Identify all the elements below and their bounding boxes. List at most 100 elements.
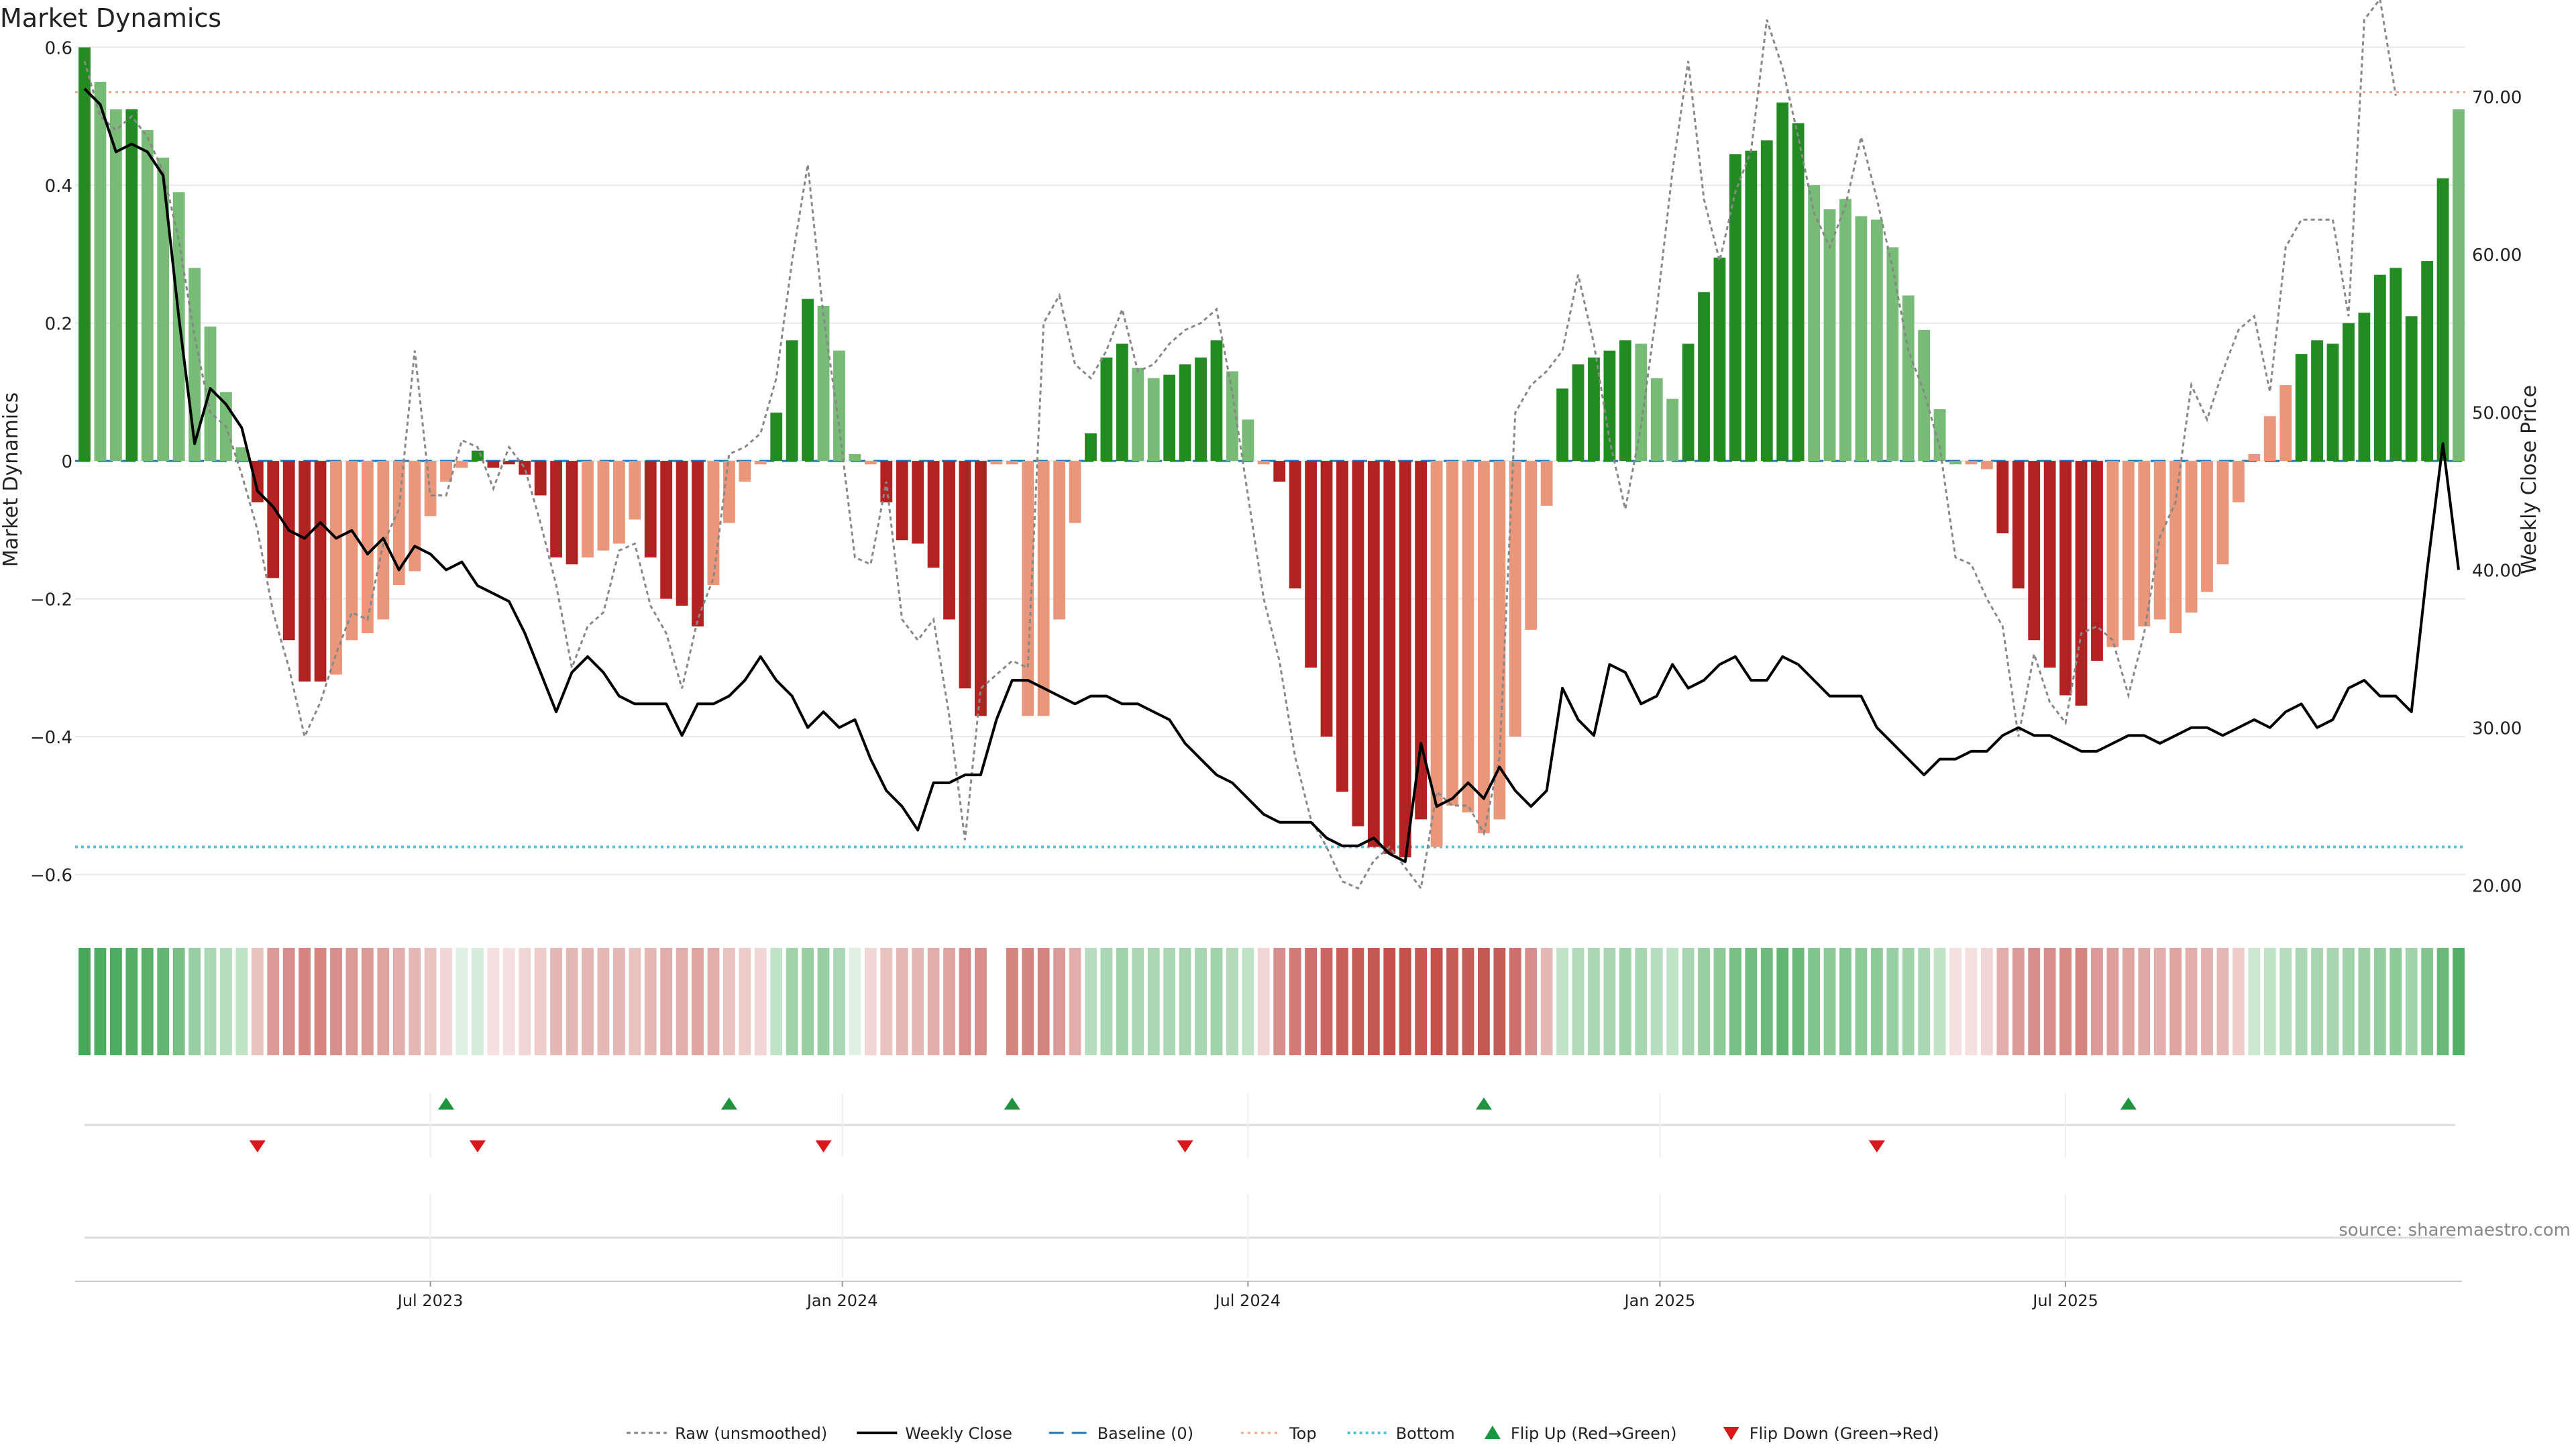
heat-cell bbox=[1320, 948, 1333, 1055]
bar bbox=[1022, 461, 1034, 716]
bar bbox=[440, 461, 452, 482]
heat-cell bbox=[2091, 948, 2103, 1055]
heat-cell bbox=[1603, 948, 1616, 1055]
heat-cell bbox=[802, 948, 814, 1055]
heat-cell bbox=[723, 948, 735, 1055]
heat-cell bbox=[1383, 948, 1396, 1055]
heat-cell bbox=[1525, 948, 1538, 1055]
bar bbox=[1792, 123, 1805, 462]
heat-cell bbox=[1226, 948, 1238, 1055]
bar bbox=[975, 461, 987, 716]
legend-item-raw: Raw (unsmoothed) bbox=[627, 1424, 827, 1443]
heat-cell bbox=[2169, 948, 2182, 1055]
bar bbox=[267, 461, 280, 578]
bar bbox=[2326, 343, 2339, 462]
heat-cell bbox=[2343, 948, 2355, 1055]
flip-up-marker bbox=[2120, 1097, 2137, 1110]
bar bbox=[361, 461, 374, 633]
bar bbox=[1493, 461, 1506, 820]
heat-cell bbox=[1949, 948, 1962, 1055]
heat-cell bbox=[345, 948, 358, 1055]
bar bbox=[1839, 199, 1851, 462]
bar bbox=[78, 47, 91, 462]
heat-cell bbox=[833, 948, 845, 1055]
bar bbox=[1132, 368, 1144, 462]
heat-cell bbox=[1336, 948, 1348, 1055]
x-tick-label: Jul 2024 bbox=[1214, 1291, 1281, 1310]
bar bbox=[2279, 385, 2292, 462]
heat-cell bbox=[172, 948, 185, 1055]
bar bbox=[534, 461, 547, 496]
bar bbox=[566, 461, 578, 565]
heat-cell bbox=[2279, 948, 2292, 1055]
bar bbox=[660, 461, 673, 599]
heat-cell bbox=[2153, 948, 2166, 1055]
bar bbox=[251, 461, 264, 502]
bar bbox=[1179, 364, 1191, 462]
bar bbox=[2295, 354, 2308, 462]
heat-cell bbox=[959, 948, 971, 1055]
bar bbox=[392, 461, 405, 586]
heat-cell bbox=[1053, 948, 1066, 1055]
heat-cell bbox=[141, 948, 154, 1055]
heat-cell bbox=[1289, 948, 1301, 1055]
heat-cell bbox=[1965, 948, 1978, 1055]
heat-cell bbox=[189, 948, 201, 1055]
heat-cell bbox=[299, 948, 311, 1055]
heat-cell bbox=[975, 948, 987, 1055]
bar bbox=[109, 109, 122, 462]
heat-cell bbox=[612, 948, 625, 1055]
heat-cell bbox=[2106, 948, 2119, 1055]
legend-item-top: Top bbox=[1241, 1424, 1317, 1443]
heat-cell bbox=[330, 948, 342, 1055]
bar bbox=[2453, 109, 2465, 462]
heat-cell bbox=[487, 948, 500, 1055]
bar bbox=[1226, 371, 1238, 462]
chart-title: Market Dynamics bbox=[0, 3, 221, 33]
bar bbox=[204, 326, 217, 462]
y-tick-label: −0.6 bbox=[30, 866, 72, 886]
heat-cell bbox=[1399, 948, 1411, 1055]
bar bbox=[1588, 357, 1600, 462]
heat-cell bbox=[455, 948, 468, 1055]
bar bbox=[1886, 247, 1899, 462]
bar bbox=[1352, 461, 1364, 826]
heat-cell bbox=[1855, 948, 1868, 1055]
heat-cell bbox=[1509, 948, 1521, 1055]
heat-cell bbox=[2232, 948, 2245, 1055]
heat-cell bbox=[927, 948, 940, 1055]
legend-item-baseline: Baseline (0) bbox=[1049, 1424, 1193, 1443]
heat-cell bbox=[1650, 948, 1663, 1055]
flip-down-marker bbox=[249, 1140, 266, 1152]
legend-label: Raw (unsmoothed) bbox=[675, 1424, 827, 1443]
heat-cell bbox=[2122, 948, 2135, 1055]
heat-cell bbox=[1132, 948, 1144, 1055]
heat-cell bbox=[597, 948, 610, 1055]
heat-cell bbox=[1367, 948, 1380, 1055]
heat-cell bbox=[1588, 948, 1600, 1055]
bar bbox=[1195, 357, 1207, 462]
y2-tick-label: 30.00 bbox=[2472, 719, 2522, 739]
bar bbox=[345, 461, 358, 641]
bar bbox=[1745, 150, 1758, 462]
bar bbox=[896, 461, 908, 541]
bar bbox=[1273, 461, 1286, 482]
bar bbox=[1037, 461, 1050, 716]
flip-up-marker bbox=[1475, 1097, 1492, 1110]
heat-cell bbox=[109, 948, 122, 1055]
heat-cell bbox=[1760, 948, 1773, 1055]
flip-up-marker bbox=[438, 1097, 455, 1110]
heat-cell bbox=[1195, 948, 1207, 1055]
bar bbox=[1367, 461, 1380, 847]
heat-cell bbox=[125, 948, 138, 1055]
bar bbox=[157, 157, 170, 462]
bar bbox=[330, 461, 342, 675]
bar bbox=[299, 461, 311, 682]
heat-cell bbox=[1022, 948, 1034, 1055]
bar bbox=[1808, 185, 1820, 462]
bar bbox=[2012, 461, 2025, 589]
bar bbox=[2405, 316, 2418, 462]
y-tick-label: 0 bbox=[61, 452, 72, 472]
heat-cell bbox=[1792, 948, 1805, 1055]
